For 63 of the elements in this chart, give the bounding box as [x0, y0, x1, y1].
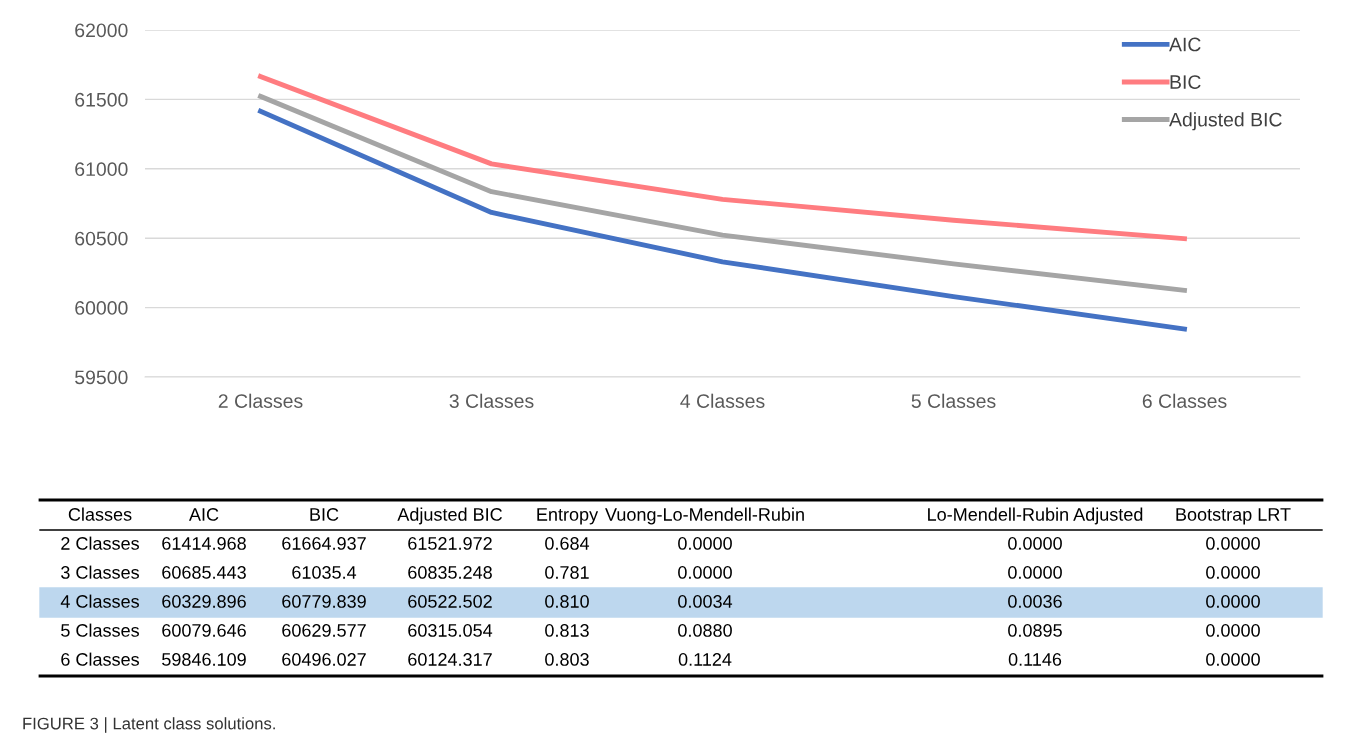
text: 0.0000 [1206, 566, 1260, 579]
text: 0.1124 [678, 653, 732, 666]
text: 0.684 [545, 537, 590, 550]
legend-label: AIC [1169, 37, 1201, 52]
x-tick-label: 6 Classes [1142, 393, 1227, 408]
text: 0.0895 [1008, 624, 1062, 637]
category-label: 5 Classes [61, 623, 139, 637]
x-tick-label: 3 Classes [449, 393, 534, 408]
text: 61035.4 [292, 566, 357, 579]
text: 0.0000 [1206, 624, 1260, 637]
text: 60629.577 [282, 624, 366, 637]
text: Vuong-Lo-Mendell-Rubin [605, 507, 804, 525]
text: 60124.317 [408, 653, 492, 666]
text: 0.803 [545, 653, 589, 666]
text: BIC [310, 508, 339, 521]
y-tick-label: 61000 [75, 162, 128, 177]
y-tick-label: 60000 [75, 301, 128, 315]
text: Bootstrap LRT [1176, 508, 1291, 525]
text: 0.1146 [1008, 653, 1062, 666]
text: 0.0000 [1206, 537, 1260, 550]
x-tick-label: 5 Classes [911, 393, 996, 408]
category-label: 2 Classes [61, 536, 139, 550]
text: 60315.054 [408, 624, 493, 637]
x-tick-label: 4 Classes [680, 393, 765, 408]
text: 0.810 [545, 595, 589, 608]
text: Classes [68, 507, 132, 521]
text: 60079.646 [162, 624, 246, 637]
text: 61414.968 [162, 537, 246, 550]
category-label: 6 Classes [61, 652, 139, 666]
text: 59846.109 [162, 653, 246, 666]
text: Lo-Mendell-Rubin Adjusted [928, 507, 1143, 525]
legend-label: Adjusted BIC [1169, 112, 1282, 131]
text: 0.0034 [678, 595, 733, 608]
text: 0.0880 [678, 624, 732, 637]
y-tick-label: 62000 [75, 23, 128, 38]
text: AIC [188, 508, 219, 521]
text: 61664.937 [282, 537, 366, 550]
y-tick-label: 60500 [75, 231, 128, 246]
text: 60329.896 [162, 595, 246, 608]
category-label: 4 Classes [60, 594, 139, 608]
text: 0.813 [545, 624, 589, 637]
text: Adjusted BIC [397, 507, 502, 525]
text: 0.0000 [1206, 595, 1260, 608]
text: 0.0000 [678, 566, 732, 579]
text: 61521.972 [408, 537, 492, 550]
text: 60522.502 [408, 595, 492, 608]
y-tick-label: 61500 [75, 92, 128, 107]
category-label: 3 Classes [61, 565, 139, 579]
text: 60779.839 [282, 595, 366, 608]
text: 60496.027 [282, 653, 366, 666]
x-tick-label: 2 Classes [218, 393, 303, 408]
text: 0.781 [545, 566, 589, 579]
caption: FIGURE 3 | Latent class solutions. [23, 717, 275, 733]
text: 60835.248 [408, 566, 492, 579]
text: 0.0036 [1008, 595, 1062, 608]
text: 0.0000 [1008, 566, 1062, 579]
text: 60685.443 [162, 566, 246, 579]
legend-label: BIC [1170, 75, 1201, 89]
text: Entropy [537, 508, 599, 525]
text: 0.0000 [1008, 537, 1062, 550]
y-tick-label: 59500 [75, 370, 128, 385]
text: 0.0000 [1206, 653, 1260, 666]
text: 0.0000 [678, 537, 732, 550]
